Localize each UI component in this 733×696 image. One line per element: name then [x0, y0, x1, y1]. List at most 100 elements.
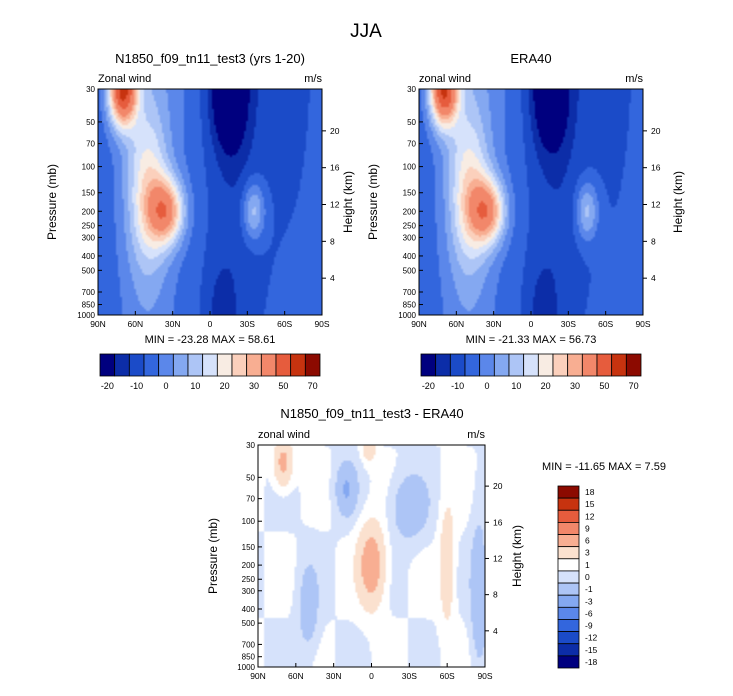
panel-diff-axes: 305070100150200250300400500700850100090N… [237, 441, 503, 681]
panel-obs-colorbar-label: 10 [511, 381, 521, 391]
panel-model-ytick-label: 150 [82, 189, 96, 198]
panel-obs-ytick-label: 400 [403, 252, 417, 261]
panel-obs-height-tick-label: 16 [651, 163, 661, 173]
panel-obs-colorbar-label: 70 [629, 381, 639, 391]
panel-model-xtick-label: 90N [90, 319, 106, 329]
panel-obs-height-tick-label: 8 [651, 236, 656, 246]
panel-obs-colorbar-swatch [611, 353, 627, 377]
panel-diff-colorbar-label: 3 [585, 548, 590, 558]
panel-obs-colorbar-swatch [552, 353, 569, 377]
panel-model-ylabel-right: Height (km) [341, 171, 355, 233]
panel-model-height-tick-label: 4 [330, 273, 335, 283]
panel-model-ytick-label: 250 [82, 222, 96, 231]
panel-diff-colorbar-label: -3 [585, 596, 593, 606]
panel-model-ytick-label: 30 [86, 85, 95, 94]
panel-diff-xtick-label: 60N [288, 671, 304, 681]
panel-obs-colorbar-swatch [537, 353, 554, 377]
panel-obs-ylabel: Pressure (mb) [366, 164, 380, 240]
panel-model-colorbar-swatch [246, 353, 262, 377]
panel-diff-colorbar-swatch [557, 643, 580, 657]
panel-diff-height-tick-label: 12 [493, 553, 503, 563]
panel-diff-colorbar-label: -12 [585, 633, 598, 643]
panel-model-colorbar: -20 -10 0 10 20 30 50 70 [99, 353, 321, 391]
panel-model-axes: 305070100150200250300400500700850100090N… [77, 85, 340, 329]
panel-diff-ytick-label: 300 [242, 587, 256, 596]
panel-model-units-label: m/s [304, 73, 322, 85]
panel-diff-xtick-label: 90N [250, 671, 266, 681]
panel-obs-colorbar-label: -20 [422, 381, 435, 391]
panel-obs-height-tick-label: 12 [651, 200, 661, 210]
panel-diff-colorbar-label: -15 [585, 645, 598, 655]
panel-obs-units-label: m/s [625, 73, 643, 85]
panel-model: N1850_f09_tn11_test3 (yrs 1-20) Zonal wi… [45, 51, 355, 391]
panel-model-colorbar-swatch [202, 353, 218, 377]
panel-obs-xtick-label: 0 [529, 319, 534, 329]
panel-obs-xtick-label: 90N [411, 319, 427, 329]
panel-obs-ytick-label: 300 [403, 233, 417, 242]
panel-diff-colorbar-swatch [557, 570, 580, 584]
panel-obs-ytick-label: 700 [403, 288, 417, 297]
panel-diff-xtick-label: 60S [440, 671, 455, 681]
panel-diff-units-label: m/s [467, 429, 485, 441]
panel-obs-colorbar-swatch [567, 353, 583, 377]
panel-model-title: N1850_f09_tn11_test3 (yrs 1-20) [115, 51, 305, 66]
panel-diff-height-tick-label: 4 [493, 626, 498, 636]
panel-model-ytick-label: 500 [82, 266, 96, 275]
panel-diff-xtick-label: 30N [326, 671, 342, 681]
panel-obs-colorbar-swatch [420, 353, 437, 377]
panel-diff-colorbar-swatch [557, 582, 580, 596]
panel-model-xtick-label: 60N [128, 319, 144, 329]
panel-model-colorbar-label: 20 [220, 381, 230, 391]
panel-diff-colorbar-label: -18 [585, 657, 598, 667]
panel-model-colorbar-swatch [260, 353, 277, 377]
panel-diff-colorbar-swatch [557, 606, 580, 620]
panel-model-colorbar-swatch [114, 353, 130, 377]
panel-model-colorbar-swatch [304, 353, 321, 377]
panel-model-ytick-label: 70 [86, 140, 95, 149]
panel-model-variable-label: Zonal wind [98, 73, 151, 85]
panel-model-xtick-label: 90S [314, 319, 329, 329]
panel-diff-colorbar: 18 15 12 9 6 3 1 0 -1 -3 -6 -9 -12 -15 -18 [557, 485, 598, 669]
panel-model-xtick-label: 0 [208, 319, 213, 329]
panel-obs-colorbar-swatch [479, 353, 495, 377]
panel-diff-xtick-label: 90S [477, 671, 492, 681]
panel-model-height-tick-label: 8 [330, 236, 335, 246]
panel-diff-colorbar-swatch [557, 509, 580, 523]
panel-obs-colorbar: -20 -10 0 10 20 30 50 70 [420, 353, 642, 391]
panel-obs-colorbar-swatch [508, 353, 525, 377]
panel-diff-ytick-label: 50 [246, 473, 255, 482]
panel-model-height-tick-label: 12 [330, 200, 340, 210]
panel-model-height-tick-label: 20 [330, 126, 340, 136]
panel-model-ytick-label: 850 [82, 301, 96, 310]
panel-obs-colorbar-label: 30 [570, 381, 580, 391]
panel-diff: N1850_f09_tn11_test3 - ERA40 zonal wind … [206, 406, 666, 681]
panel-obs-xtick-label: 60S [598, 319, 613, 329]
panel-obs-colorbar-label: 50 [599, 381, 609, 391]
panel-diff-ytick-label: 250 [242, 575, 256, 584]
panel-model-xtick-label: 30N [165, 319, 181, 329]
panel-model-height-tick-label: 16 [330, 163, 340, 173]
panel-model-colorbar-label: -10 [130, 381, 143, 391]
panel-obs-ytick-label: 1000 [398, 311, 416, 320]
panel-obs-ytick-label: 500 [403, 266, 417, 275]
panel-diff-ytick-label: 400 [242, 605, 256, 614]
panel-model-colorbar-swatch [275, 353, 292, 377]
panel-diff-ytick-label: 30 [246, 441, 255, 450]
panel-obs-colorbar-swatch [464, 353, 481, 377]
panel-obs-ytick-label: 70 [407, 140, 416, 149]
panel-model-colorbar-swatch [172, 353, 189, 377]
panel-diff-colorbar-label: -6 [585, 608, 593, 618]
panel-diff-colorbar-label: 15 [585, 499, 595, 509]
panel-model-ytick-label: 300 [82, 233, 96, 242]
panel-obs-ytick-label: 150 [403, 189, 417, 198]
panel-obs-colorbar-label: -10 [451, 381, 464, 391]
panel-obs-colorbar-swatch [493, 353, 510, 377]
panel-diff-ytick-label: 200 [242, 561, 256, 570]
panel-diff-colorbar-label: -9 [585, 621, 593, 631]
panel-diff-ytick-label: 100 [242, 517, 256, 526]
panel-model-xtick-label: 30S [240, 319, 255, 329]
panel-diff-colorbar-label: 1 [585, 560, 590, 570]
panel-diff-colorbar-label: 18 [585, 487, 595, 497]
panel-model-colorbar-swatch [158, 353, 174, 377]
